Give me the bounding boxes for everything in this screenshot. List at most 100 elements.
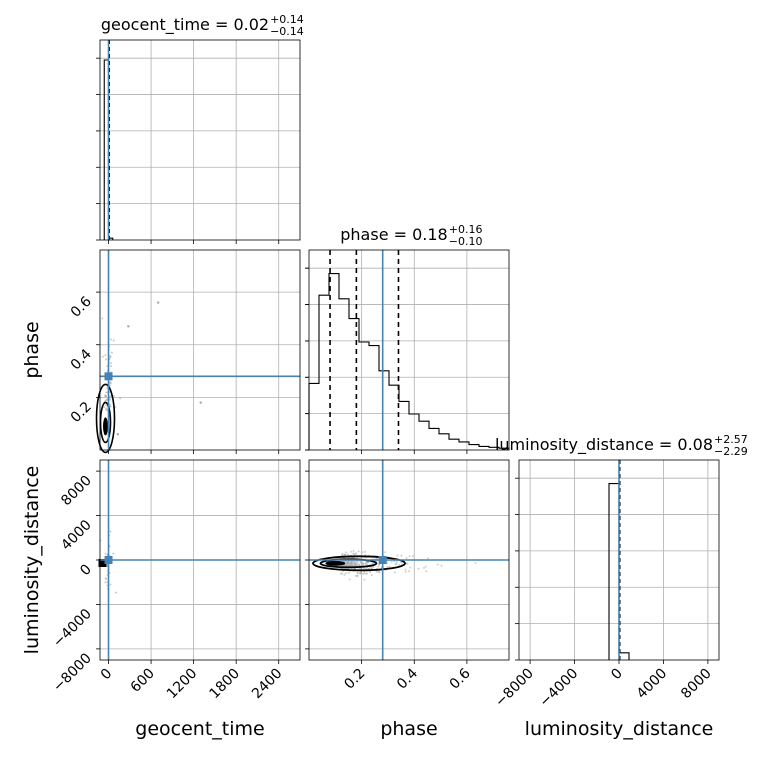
scatter-point: [395, 562, 398, 565]
scatter-point: [109, 356, 112, 359]
scatter-point: [109, 394, 112, 397]
xtick-label-luminosity_distance: 0: [608, 666, 626, 684]
scatter-point: [105, 577, 108, 580]
scatter-point: [103, 406, 106, 409]
scatter-point: [343, 573, 346, 576]
scatter-point-outlier-2: [199, 401, 202, 404]
truth-marker: [104, 372, 113, 381]
scatter-point: [101, 355, 104, 358]
scatter-point: [417, 567, 420, 570]
scatter-point: [386, 562, 389, 565]
scatter-point-outlier-3: [116, 433, 119, 436]
scatter-point: [109, 362, 112, 365]
scatter-point: [384, 551, 387, 554]
scatter-point: [347, 553, 350, 556]
ylabel-luminosity_distance: luminosity_distance: [21, 466, 43, 655]
panel-bg: [309, 250, 509, 450]
ytick-label-luminosity_distance: 8000: [58, 473, 95, 510]
scatter-point: [398, 563, 401, 566]
scatter-point: [104, 552, 107, 555]
scatter-point: [112, 552, 115, 555]
ytick-label-luminosity_distance: −8000: [50, 650, 95, 695]
xtick-label-geocent_time: 0: [98, 666, 116, 684]
scatter-point: [359, 572, 362, 575]
scatter-point: [347, 560, 350, 563]
scatter-point: [395, 560, 398, 563]
scatter-point: [422, 566, 425, 569]
scatter-point: [406, 562, 409, 565]
scatter-point: [386, 565, 389, 568]
panel-0-0: [100, 40, 300, 240]
ytick-label-luminosity_distance: −4000: [50, 606, 95, 651]
scatter-point: [105, 407, 108, 410]
scatter-point: [101, 317, 104, 320]
scatter-point: [364, 550, 367, 553]
scatter-point: [405, 557, 408, 560]
scatter-point: [353, 563, 356, 566]
scatter-point: [404, 570, 407, 573]
xtick-label-geocent_time: 600: [128, 666, 158, 696]
panel-bg: [100, 250, 300, 450]
scatter-point: [404, 568, 407, 571]
scatter-point: [355, 563, 358, 566]
scatter-point: [343, 553, 346, 556]
scatter-point: [110, 351, 113, 354]
scatter-point: [424, 565, 427, 568]
histogram-phase: [308, 273, 510, 450]
ylabel-phase: phase: [21, 321, 43, 378]
scatter-point: [105, 358, 108, 361]
scatter-point: [370, 574, 373, 577]
contour-core: [103, 417, 109, 436]
scatter-point: [363, 572, 366, 575]
plot-background: [100, 40, 719, 660]
panel-bg: [100, 40, 300, 240]
scatter-point: [345, 572, 348, 575]
scatter-point: [365, 563, 368, 566]
xlabel-luminosity_distance: luminosity_distance: [525, 718, 714, 740]
scatter-point: [340, 572, 343, 575]
scatter-point: [350, 550, 353, 553]
scatter-point: [378, 570, 381, 573]
scatter-point: [345, 551, 348, 554]
scatter-point: [363, 578, 366, 581]
title-phase: phase = 0.18: [340, 225, 447, 244]
panel-1-0: [100, 250, 300, 450]
scatter-point: [474, 562, 477, 565]
scatter-point: [350, 562, 353, 565]
scatter-point: [358, 564, 361, 567]
scatter-point: [408, 570, 411, 573]
scatter-point: [347, 571, 350, 574]
scatter-point: [378, 563, 381, 566]
title-plus-luminosity_distance: +2.57: [714, 433, 748, 446]
xtick-label-geocent_time: 1200: [164, 666, 201, 703]
scatter-point: [110, 364, 113, 367]
scatter-point: [388, 565, 391, 568]
contour-outer: [312, 555, 406, 572]
scatter-point: [365, 572, 368, 575]
panel-frame: [99, 39, 301, 241]
scatter-point: [109, 354, 112, 357]
plot-content: [95, 39, 720, 664]
scatter-point: [109, 583, 112, 586]
ytick-label-luminosity_distance: 4000: [58, 517, 95, 554]
scatter-point: [109, 398, 112, 401]
xtick-label-luminosity_distance: −8000: [492, 666, 537, 711]
scatter-point: [110, 338, 113, 341]
scatter-point: [436, 563, 439, 566]
title-minus-geocent_time: −0.14: [270, 25, 304, 38]
ytick-label-phase: 0.4: [68, 346, 95, 373]
ytick-label-luminosity_distance: 0: [77, 562, 95, 580]
contour-mid: [99, 401, 112, 444]
scatter-point: [357, 550, 360, 553]
scatter-point: [356, 575, 359, 578]
scatter-point: [346, 564, 349, 567]
scatter-point: [440, 564, 443, 567]
xtick-label-luminosity_distance: 4000: [634, 666, 671, 703]
xtick-label-phase: 0.4: [394, 665, 421, 692]
scatter-point: [348, 578, 351, 581]
scatter-point: [408, 555, 411, 558]
scatter-point: [114, 591, 117, 594]
scatter-point: [393, 571, 396, 574]
ytick-label-phase: 0.2: [68, 399, 95, 426]
